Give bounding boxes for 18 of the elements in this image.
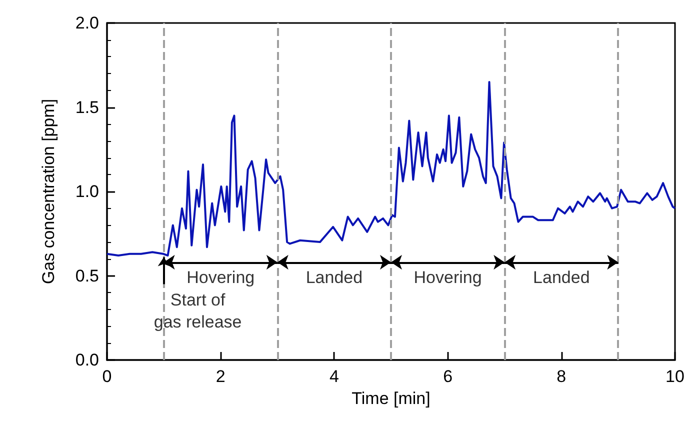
annotation: Hovering bbox=[186, 268, 255, 287]
x-tick-label: 2 bbox=[216, 367, 226, 386]
annotation: Landed bbox=[306, 268, 363, 287]
annotation: Hovering bbox=[414, 268, 482, 287]
y-axis-title: Gas concentration [ppm] bbox=[39, 98, 58, 284]
x-tick-label: 4 bbox=[329, 367, 339, 386]
x-tick-label: 8 bbox=[556, 367, 566, 386]
y-tick-label: 0.5 bbox=[75, 266, 99, 286]
y-tick-label: 1.0 bbox=[75, 182, 99, 201]
y-tick-label: 1.5 bbox=[75, 98, 99, 117]
annotation: Start of gas release bbox=[154, 290, 242, 332]
y-tick-label: 0.0 bbox=[75, 350, 99, 370]
x-tick-label: 6 bbox=[443, 367, 453, 386]
x-tick-label: 10 bbox=[666, 367, 684, 386]
annotation: Landed bbox=[533, 268, 590, 287]
x-axis-title: Time [min] bbox=[352, 389, 430, 408]
y-tick-label: 2.0 bbox=[75, 14, 99, 32]
x-tick-label: 0 bbox=[102, 367, 112, 386]
